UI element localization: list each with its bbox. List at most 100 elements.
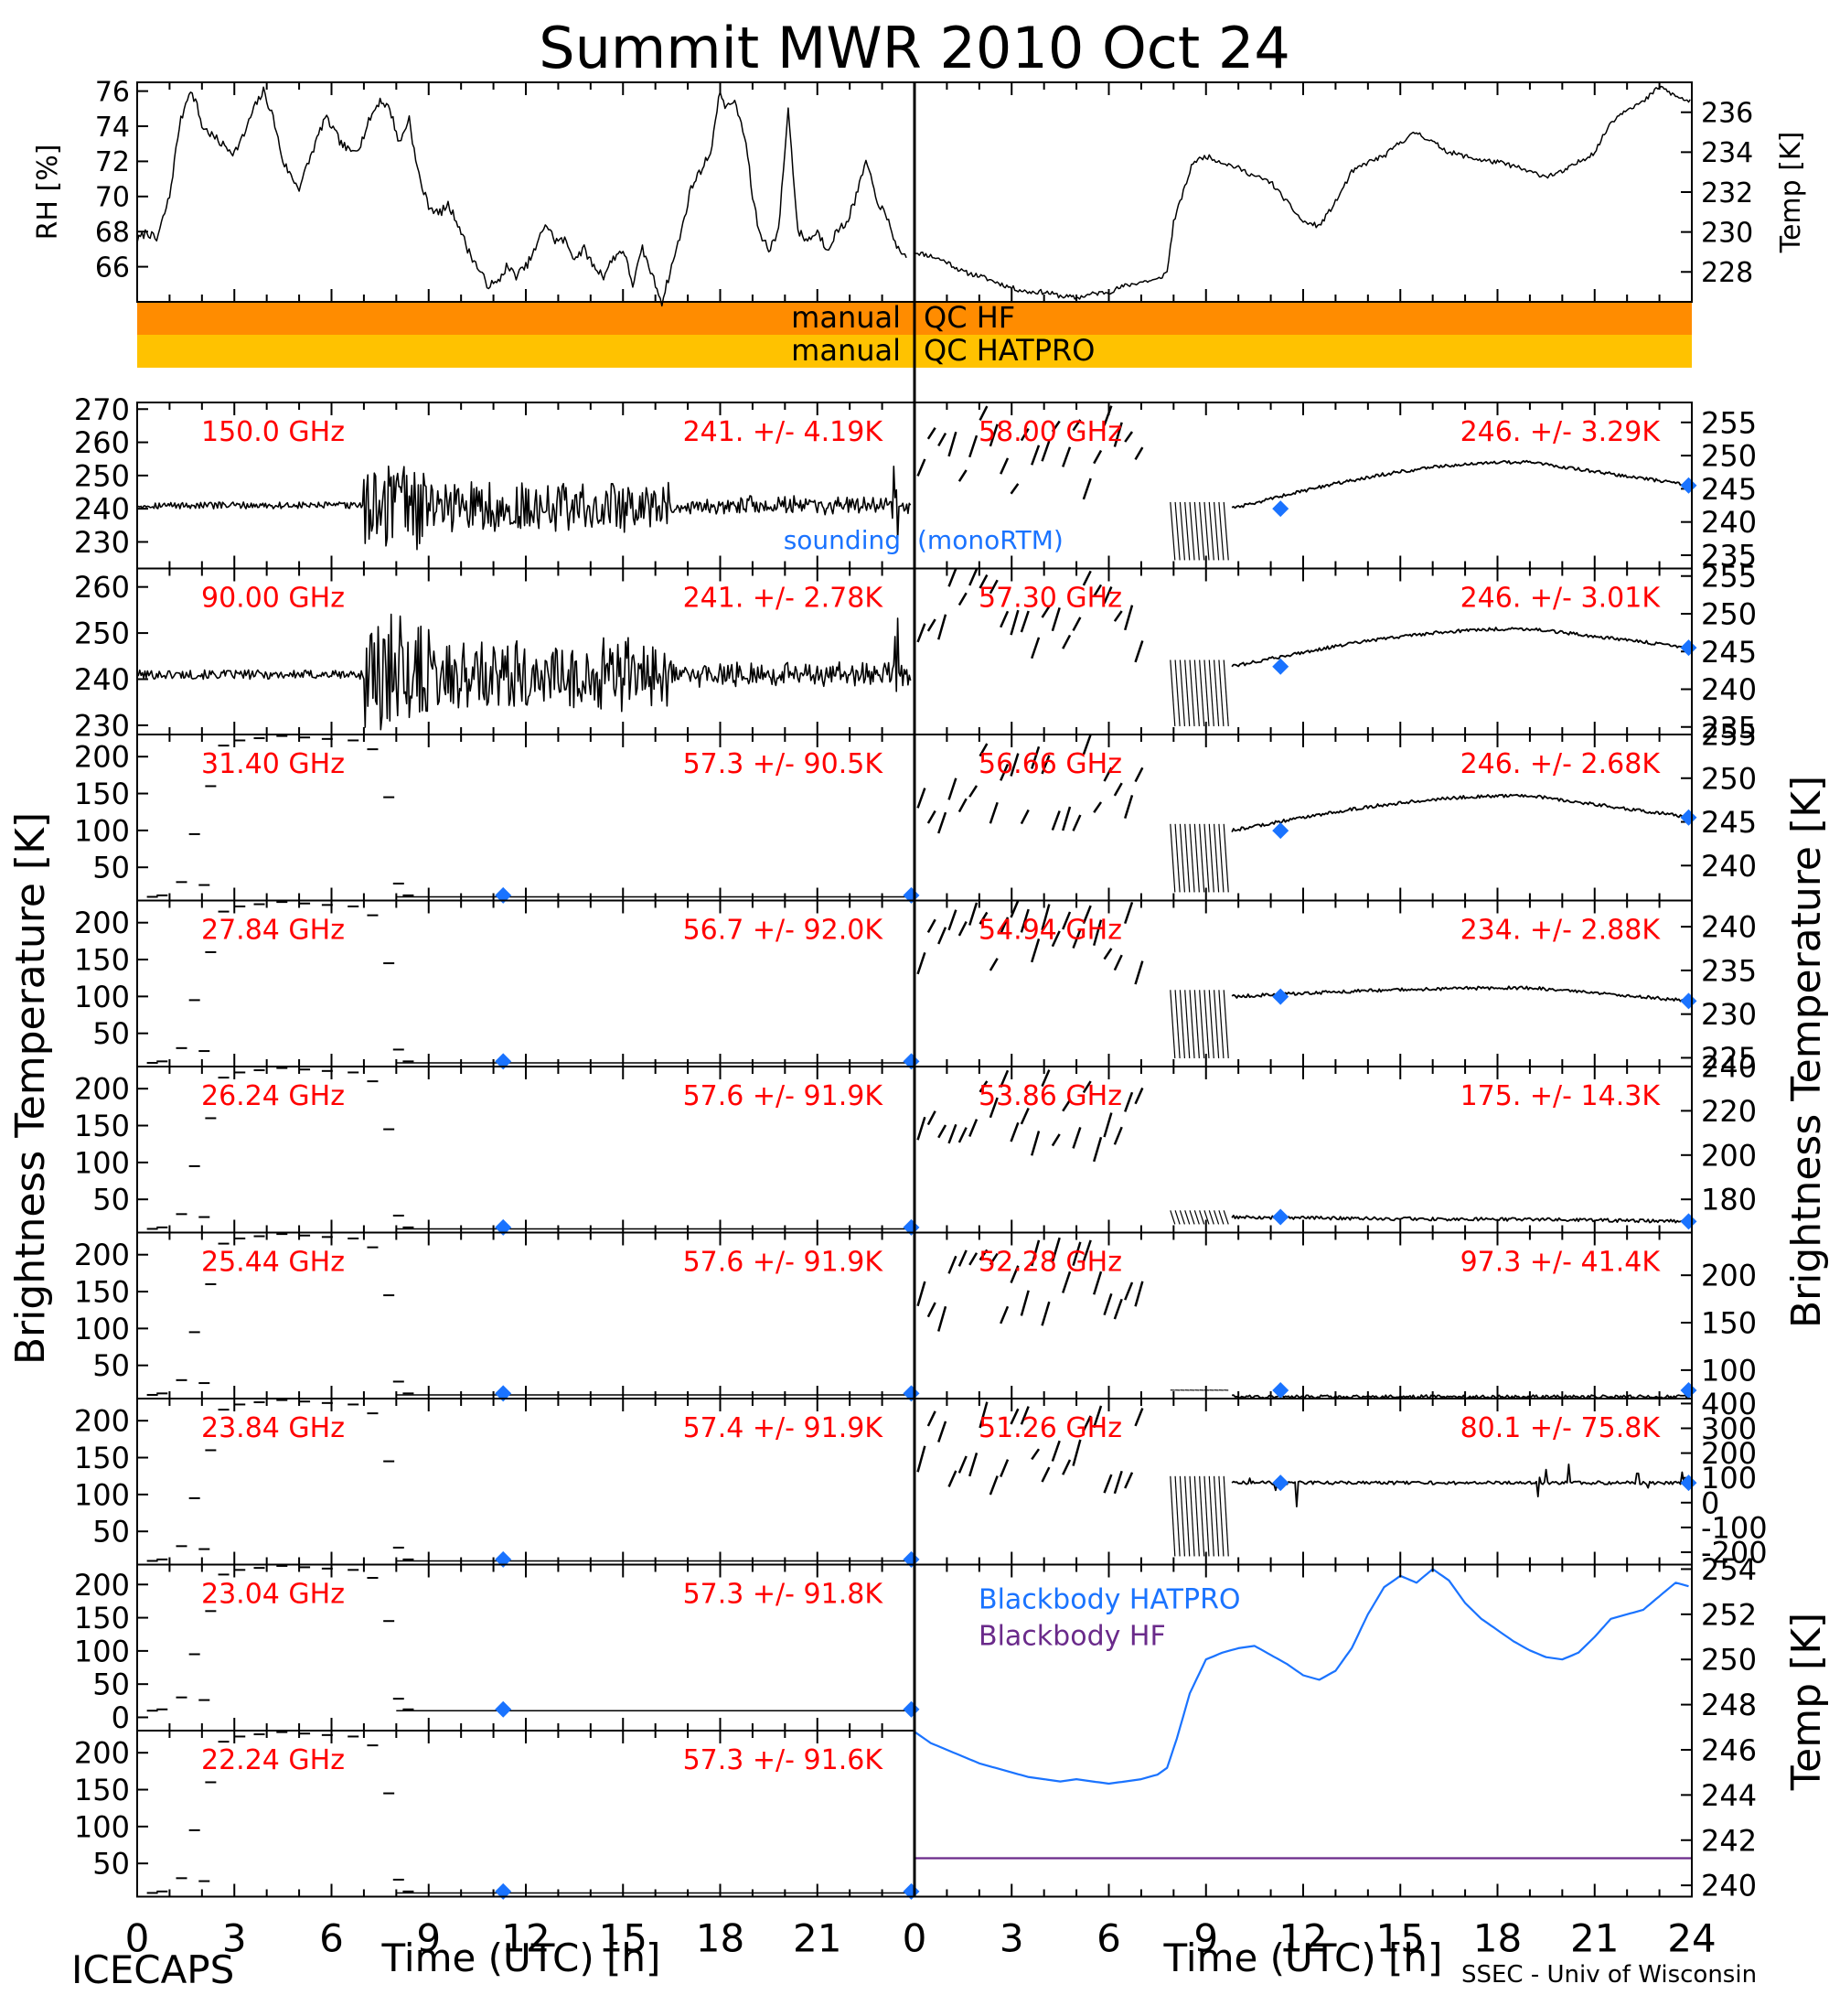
- scan-segment: [1175, 824, 1180, 893]
- scan-segment: [1115, 955, 1122, 970]
- scan-segment: [1171, 824, 1175, 893]
- scan-segment: [918, 1446, 925, 1472]
- scan-segment: [1084, 478, 1091, 499]
- scan-segment: [1094, 802, 1101, 812]
- sounding-marker: [1272, 659, 1289, 675]
- x-tick-label: 18: [696, 1916, 744, 1961]
- scan-segment: [1190, 824, 1194, 893]
- scan-segment: [1136, 1409, 1143, 1426]
- y-tick-label: 76: [95, 76, 130, 108]
- scan-segment: [949, 1124, 957, 1143]
- scan-segment: [1200, 990, 1204, 1058]
- scan-segment: [918, 459, 925, 477]
- blackbody-legend-label: Blackbody HF: [979, 1621, 1166, 1653]
- scan-segment: [1175, 990, 1180, 1058]
- y-tick-label: 200: [74, 740, 130, 775]
- scan-segment: [1190, 502, 1194, 561]
- scan-segment: [1194, 1476, 1199, 1557]
- scan-segment: [1180, 990, 1184, 1058]
- scan-segment: [1209, 659, 1214, 725]
- scan-segment: [1214, 824, 1219, 893]
- scan-segment: [1219, 824, 1224, 893]
- y-tick-label: 200: [74, 1072, 130, 1107]
- y-tick-label: 245: [1701, 635, 1757, 670]
- channel-stats: 57.6 +/- 91.9K: [683, 1247, 884, 1279]
- y-tick-label: 250: [1701, 761, 1757, 796]
- y-tick-label: 230: [1701, 997, 1757, 1032]
- scan-segment: [1204, 659, 1209, 725]
- scan-segment: [928, 919, 936, 932]
- y-tick-label: 240: [1701, 849, 1757, 884]
- y-tick-label: 235: [1701, 953, 1757, 988]
- y-tick-label: 100: [74, 980, 130, 1014]
- sounding-marker: [1272, 1209, 1289, 1226]
- scan-segment: [1194, 1210, 1199, 1224]
- y-tick-label: 74: [95, 112, 130, 144]
- scan-segment: [1053, 1134, 1060, 1146]
- channel-stats: 241. +/- 2.78K: [683, 583, 884, 615]
- sounding-marker: [1272, 500, 1289, 517]
- scan-segment: [1000, 1306, 1008, 1324]
- scan-segment: [938, 928, 946, 944]
- scan-segment: [1053, 810, 1060, 830]
- scan-segment: [1209, 502, 1214, 561]
- scan-segment: [938, 434, 946, 446]
- y-tick-label: 240: [1701, 1869, 1757, 1903]
- rh-axis-label: RH [%]: [32, 145, 64, 241]
- oxygen-series: [1232, 986, 1690, 1002]
- scan-segment: [1021, 1291, 1029, 1316]
- sounding-note-right: (monoRTM): [917, 525, 1064, 555]
- scan-segment: [1125, 795, 1132, 818]
- scan-segment: [918, 1281, 925, 1306]
- scan-segment: [938, 812, 946, 833]
- channel-stats: 234. +/- 2.88K: [1460, 915, 1662, 947]
- scan-segment: [1094, 451, 1101, 464]
- scan-segment: [1224, 659, 1228, 725]
- y-tick-label: 245: [1701, 805, 1757, 840]
- scan-segment: [1105, 949, 1112, 960]
- scan-segment: [918, 952, 925, 973]
- y-tick-label: 150: [1701, 1306, 1757, 1341]
- y-tick-label: 200: [74, 1568, 130, 1603]
- sounding-marker: [1680, 810, 1696, 826]
- scan-segment: [969, 569, 977, 585]
- channel-stats: 57.4 +/- 91.9K: [683, 1412, 884, 1444]
- scan-segment: [1200, 502, 1204, 561]
- sounding-marker: [1680, 1213, 1696, 1229]
- scan-segment: [1063, 1460, 1070, 1474]
- scan-segment: [1185, 824, 1190, 893]
- x-tick-label: 6: [1096, 1916, 1121, 1961]
- scan-segment: [1204, 1476, 1209, 1557]
- scan-segment: [1175, 502, 1180, 561]
- y-tick-label: 230: [1701, 217, 1753, 249]
- oxygen-series: [1232, 1216, 1690, 1223]
- scan-segment: [1180, 1210, 1184, 1224]
- scan-segment: [1209, 824, 1214, 893]
- scan-segment: [1125, 432, 1132, 442]
- scan-segment: [1219, 659, 1224, 725]
- y-tick-label: 255: [1701, 405, 1757, 440]
- scan-segment: [1214, 659, 1219, 725]
- scan-segment: [959, 1250, 967, 1266]
- y-tick-label: 50: [92, 1667, 130, 1702]
- y-tick-label: 100: [74, 1312, 130, 1346]
- y-tick-label: 100: [74, 1477, 130, 1512]
- temp-series: [914, 87, 1690, 299]
- scan-segment: [1175, 1476, 1180, 1557]
- scan-segment: [1021, 810, 1029, 823]
- scan-segment: [969, 435, 977, 457]
- scan-segment: [1011, 1122, 1019, 1142]
- sounding-marker: [1680, 992, 1696, 1009]
- y-tick-label: 200: [1701, 1259, 1757, 1293]
- channel-stats: 97.3 +/- 41.4K: [1460, 1247, 1662, 1279]
- y-tick-label: 100: [74, 1145, 130, 1180]
- scan-segment: [1171, 1476, 1175, 1557]
- scan-segment: [959, 922, 967, 936]
- scan-segment: [1185, 990, 1190, 1058]
